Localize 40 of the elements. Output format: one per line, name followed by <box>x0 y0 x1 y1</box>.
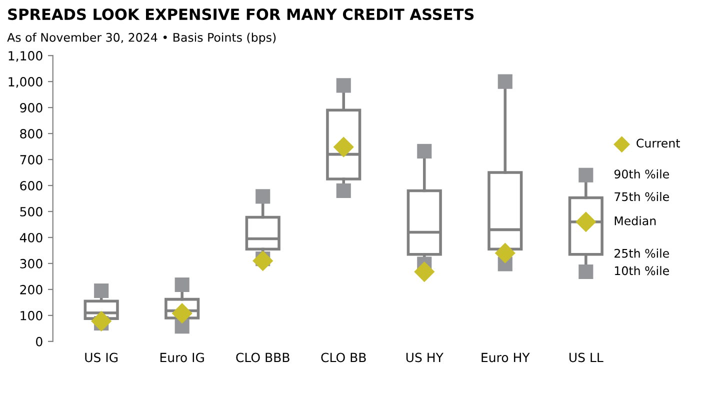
y-tick-label: 600 <box>20 180 42 190</box>
x-tick-label: Euro IG <box>160 352 204 362</box>
point <box>417 144 432 158</box>
point <box>578 168 594 182</box>
annotation: Median <box>614 216 656 226</box>
legend-label: Current <box>636 138 680 148</box>
y-tick-label: 500 <box>20 206 42 216</box>
chart-subtitle: As of November 30, 2024 • Basis Points (bps) <box>7 32 276 44</box>
point <box>494 242 516 264</box>
x-tick-label: US LL <box>570 352 604 362</box>
y-tick-label: 200 <box>20 284 42 294</box>
y-tick-label: 1,000 <box>8 77 42 88</box>
annotation: 75th %ile <box>614 192 669 202</box>
point <box>336 183 351 198</box>
point <box>174 277 190 292</box>
x-tick-label: Euro HY <box>482 352 530 362</box>
chart-title: SPREADS LOOK EXPENSIVE FOR MANY CREDIT ASSETS <box>8 8 474 20</box>
point <box>91 310 112 332</box>
y-tick-label: 1,100 <box>8 51 42 62</box>
x-tick-label: CLO BB <box>321 352 366 362</box>
y-tick-label: 800 <box>20 129 42 138</box>
y-tick-label: 900 <box>20 103 42 112</box>
y-tick-label: 0 <box>36 336 42 346</box>
annotation: 90th %ile <box>614 169 669 179</box>
x-tick-label: US IG <box>85 352 118 362</box>
point <box>414 261 435 282</box>
x-tick-label: US HY <box>406 352 444 362</box>
y-tick-label: 300 <box>20 258 42 268</box>
y-tick-label: 700 <box>20 154 42 164</box>
point <box>252 250 274 272</box>
point <box>336 78 351 93</box>
point <box>578 264 594 280</box>
annotation: 10th %ile <box>614 266 669 276</box>
x-tick-label: CLO BBB <box>236 352 290 362</box>
annotation: 25th %ile <box>614 248 669 258</box>
point <box>256 189 270 204</box>
y-tick-label: 100 <box>20 310 42 320</box>
point <box>94 283 109 298</box>
point <box>498 74 512 89</box>
y-tick-label: 400 <box>20 232 42 242</box>
